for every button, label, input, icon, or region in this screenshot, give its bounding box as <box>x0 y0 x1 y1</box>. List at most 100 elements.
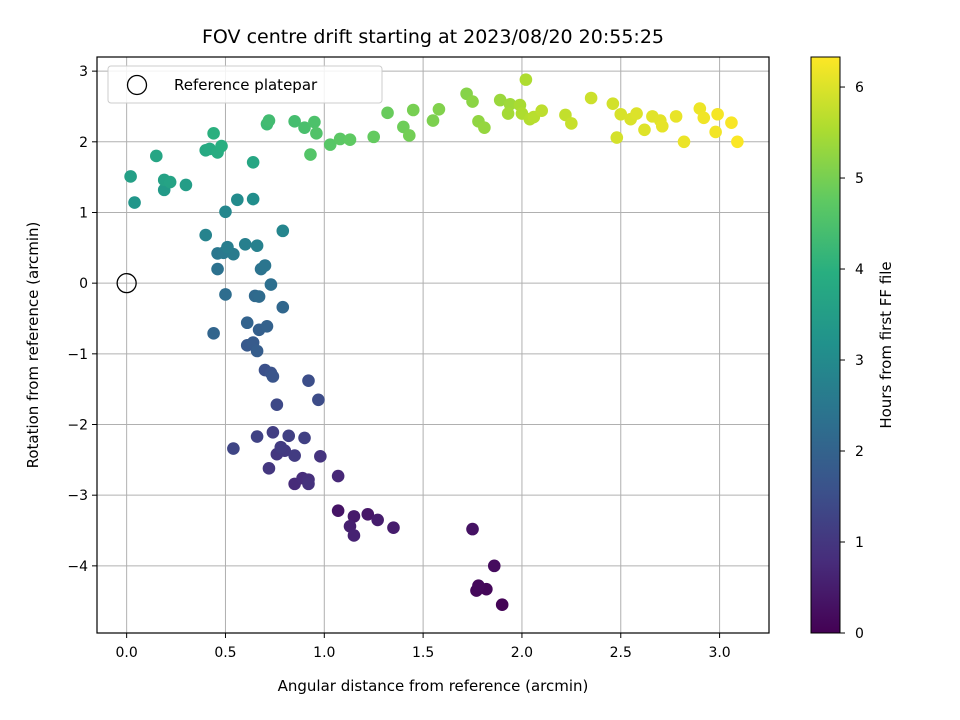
data-point <box>179 178 193 192</box>
data-point <box>495 598 509 612</box>
data-point <box>402 129 416 142</box>
colorbar-gradient <box>810 56 841 634</box>
data-point <box>614 107 628 121</box>
data-point <box>655 119 669 133</box>
data-point <box>215 139 228 153</box>
data-point <box>472 579 485 592</box>
data-point <box>638 123 651 137</box>
data-point <box>371 513 384 527</box>
data-point <box>128 196 141 209</box>
data-point <box>312 393 325 407</box>
y-tick-label: −4 <box>67 559 88 575</box>
data-point <box>302 477 315 491</box>
data-point <box>381 106 394 120</box>
data-point <box>262 462 276 475</box>
data-point <box>584 91 598 105</box>
x-tick-label: 0.0 <box>116 645 138 661</box>
x-tick-label: 0.5 <box>214 645 236 661</box>
colorbar-tick-label: 1 <box>855 535 864 551</box>
legend-box <box>107 65 383 104</box>
data-point <box>282 429 296 443</box>
x-tick-label: 2.5 <box>610 645 632 661</box>
data-point <box>270 398 284 412</box>
data-point <box>221 240 234 254</box>
data-point <box>314 450 327 463</box>
data-point <box>367 130 381 144</box>
data-point <box>304 148 317 161</box>
data-point <box>387 521 400 534</box>
data-points <box>124 73 744 612</box>
data-point <box>298 431 311 445</box>
data-point <box>262 114 276 127</box>
data-point <box>302 374 315 387</box>
x-tick-label: 1.5 <box>412 645 434 661</box>
data-point <box>276 300 290 314</box>
data-point <box>266 370 280 383</box>
data-point <box>331 469 345 483</box>
data-point <box>677 135 691 149</box>
data-point <box>258 259 272 272</box>
data-point <box>519 73 533 86</box>
data-point <box>149 149 163 163</box>
data-point <box>669 110 683 123</box>
data-point <box>274 440 288 454</box>
y-tick-label: 2 <box>79 135 88 151</box>
data-point <box>697 111 711 125</box>
data-point <box>610 131 624 144</box>
data-point <box>246 156 260 169</box>
data-point <box>207 327 220 340</box>
data-point <box>493 93 507 107</box>
legend-marker <box>126 74 148 96</box>
data-point <box>163 175 177 189</box>
data-point <box>288 115 301 128</box>
data-point <box>501 107 515 120</box>
data-point <box>250 430 264 443</box>
data-point <box>250 239 264 253</box>
data-point <box>343 133 357 146</box>
y-tick-label: −1 <box>67 347 88 363</box>
data-point <box>361 507 375 521</box>
y-tick-label: 1 <box>79 205 88 221</box>
reference-marker-group <box>116 273 137 294</box>
x-axis-label: Angular distance from reference (arcmin) <box>278 677 589 695</box>
data-point <box>426 114 440 127</box>
data-point <box>219 288 232 301</box>
data-point <box>606 97 620 110</box>
data-point <box>432 102 446 116</box>
data-point <box>487 559 501 573</box>
data-point <box>308 115 321 129</box>
data-point <box>331 504 345 518</box>
data-point <box>199 228 213 242</box>
y-tick-label: −3 <box>67 488 88 504</box>
legend-label: Reference platepar <box>174 76 318 94</box>
data-point <box>630 107 643 120</box>
data-point <box>207 127 220 140</box>
data-point <box>124 170 137 183</box>
data-point <box>238 237 252 251</box>
data-point <box>288 449 301 462</box>
data-point <box>276 224 290 238</box>
data-point <box>219 205 232 219</box>
data-point <box>323 138 337 151</box>
data-point <box>298 121 311 134</box>
data-point <box>240 316 254 330</box>
data-point <box>333 132 347 146</box>
data-point <box>466 522 479 536</box>
data-point <box>731 135 744 149</box>
x-axis-ticks: 0.0 0.5 1.0 1.5 2.0 2.5 3.0 <box>116 633 731 661</box>
data-point <box>246 192 260 206</box>
data-point <box>709 125 722 139</box>
data-point <box>264 278 278 291</box>
data-point <box>406 103 420 117</box>
colorbar-tick-label: 0 <box>855 626 864 642</box>
x-tick-label: 3.0 <box>708 645 730 661</box>
colorbar-tick-label: 6 <box>855 80 864 96</box>
reference-marker <box>116 273 137 294</box>
y-tick-label: 0 <box>79 276 88 292</box>
y-tick-label: 3 <box>79 64 88 80</box>
x-tick-label: 1.0 <box>313 645 335 661</box>
data-point <box>266 425 280 439</box>
x-tick-label: 2.0 <box>511 645 533 661</box>
legend: Reference platepar <box>107 65 383 104</box>
